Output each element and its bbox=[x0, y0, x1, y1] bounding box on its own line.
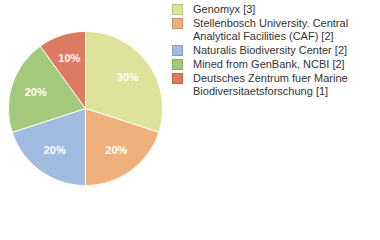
svg-text:30%: 30% bbox=[117, 71, 139, 83]
svg-text:10%: 10% bbox=[58, 52, 80, 64]
svg-text:20%: 20% bbox=[105, 144, 127, 156]
html-text:Stellenbosch University. Centr: Stellenbosch University. Central Analyti… bbox=[193, 17, 349, 42]
svg-text:20%: 20% bbox=[25, 86, 47, 98]
html-text:Genomyx [3]: Genomyx [3] bbox=[193, 3, 256, 15]
html-text:Mined from GenBank, NCBI [2]: Mined from GenBank, NCBI [2] bbox=[193, 58, 345, 70]
html-text:Deutsches Zentrum fuer Marine: Deutsches Zentrum fuer Marine Biodiversi… bbox=[193, 72, 348, 97]
svg-text:20%: 20% bbox=[44, 144, 66, 156]
html-text:Naturalis Biodiversity Center: Naturalis Biodiversity Center [2] bbox=[193, 44, 348, 56]
